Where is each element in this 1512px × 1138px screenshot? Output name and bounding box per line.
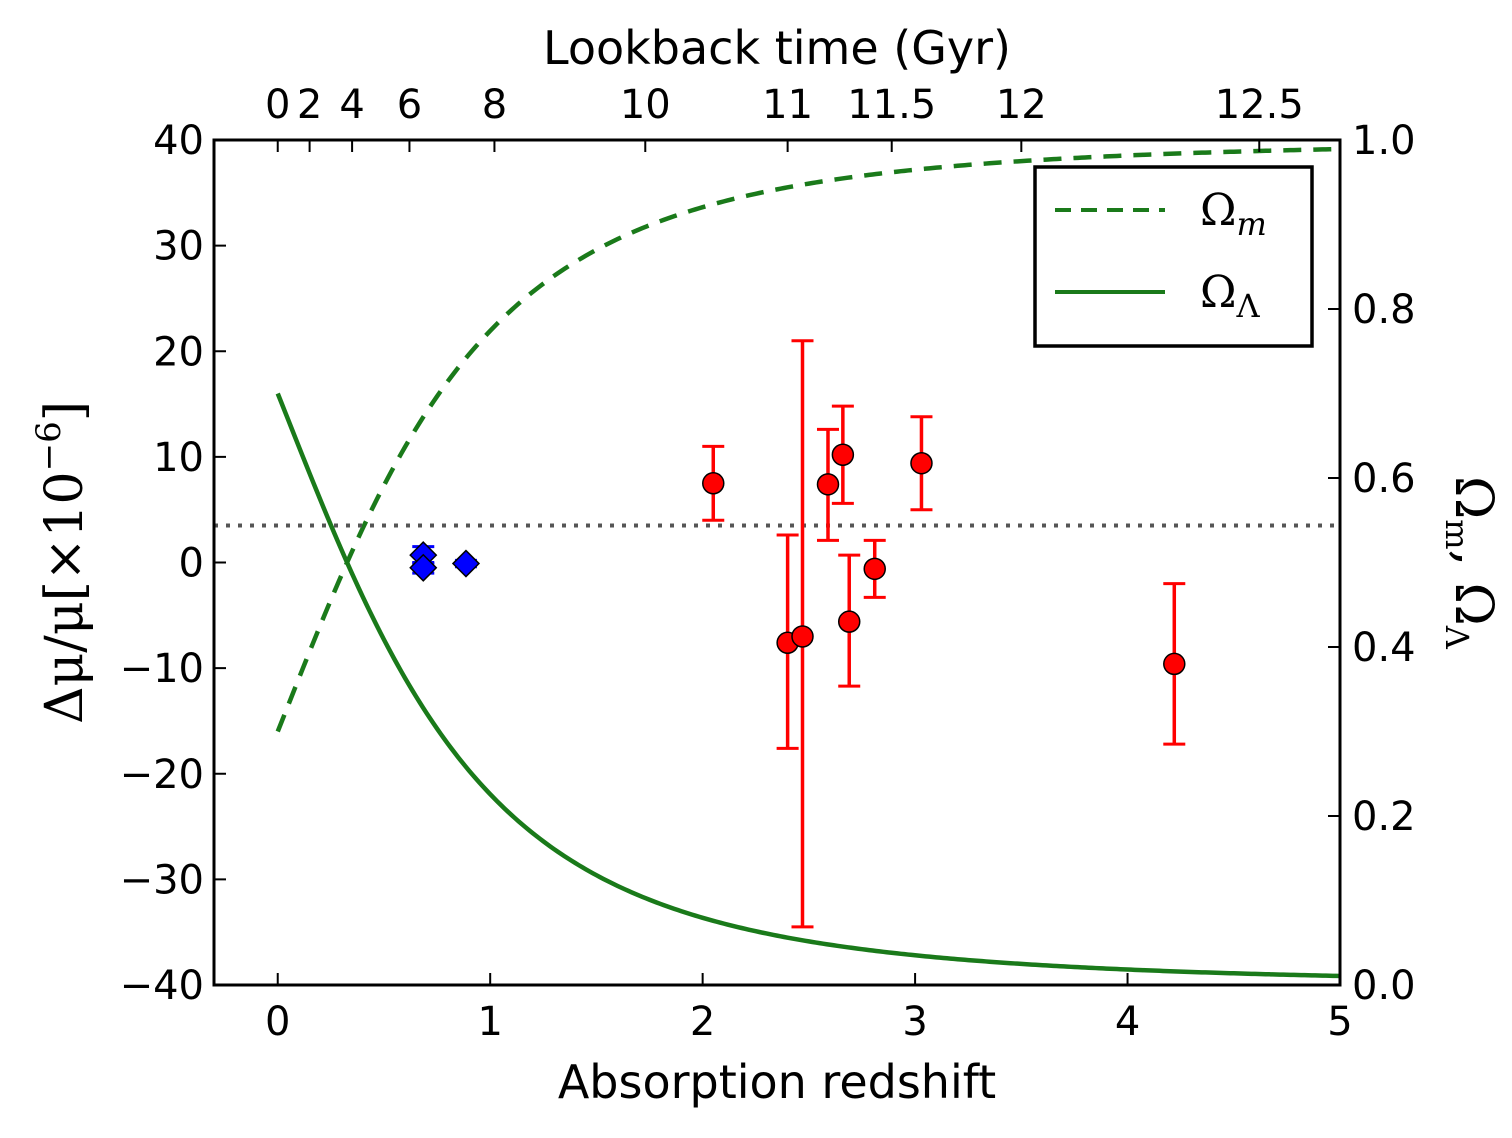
svg-text:Ωm, ΩΛ: Ωm, ΩΛ (1438, 476, 1503, 650)
data-point-circle (702, 472, 725, 495)
top-tick-label: 12 (996, 82, 1047, 128)
data-point-circle (910, 451, 933, 475)
ticks-layer: 0 1 2 3 4 5−40−30−20−100102030400.00.20.40.60… (120, 82, 1416, 1045)
top-tick-label: 6 (397, 82, 422, 128)
legend-box (1033, 165, 1314, 348)
y-tick-label: 10 (153, 435, 204, 481)
data-point-circle (1163, 652, 1186, 676)
y-tick-label: 0 (179, 541, 204, 587)
top-tick-label: 10 (620, 82, 671, 128)
points-layer (409, 339, 1186, 929)
top-axis-title: Lookback time (Gyr) (543, 21, 1011, 75)
legend-label-omega-l: ΩΛ (1200, 267, 1260, 325)
top-tick-label: 11.5 (847, 82, 936, 128)
data-point-circle (791, 625, 814, 648)
y-axis-title-main: Δμ/μ[×10 (35, 471, 95, 724)
curves-layer (275, 146, 1340, 979)
legend-label-omega-m: Ωm (1200, 185, 1267, 243)
top-tick-label: 0 (265, 82, 290, 128)
right-axis-title: Ωm, ΩΛ (1438, 476, 1503, 650)
y-tick-label: 40 (153, 118, 204, 164)
y2-tick-label: 0.2 (1352, 794, 1416, 840)
right-axis-title-omega-l: , Ω (1443, 550, 1503, 626)
data-point-circle (837, 610, 861, 633)
y-axis-title-exponent: −6 (29, 421, 69, 471)
y2-tick-label: 0.4 (1352, 625, 1416, 671)
curve-omega-m (275, 146, 1340, 733)
y2-tick-label: 0.8 (1352, 287, 1416, 333)
x-tick-label: 5 (1327, 999, 1352, 1045)
y2-tick-label: 1.0 (1352, 118, 1416, 164)
x-tick-label: 1 (477, 999, 502, 1045)
y-tick-label: 20 (153, 329, 204, 375)
top-tick-label: 2 (297, 82, 322, 128)
data-point-circle (831, 443, 855, 467)
right-axis-title-sub-l: Λ (1438, 625, 1476, 650)
top-tick-label: 4 (339, 82, 364, 128)
data-point-circle (816, 473, 840, 496)
data-point-circle (863, 557, 886, 581)
top-tick-label: 8 (482, 82, 507, 128)
y-axis-title: Δμ/μ[×10−6] (29, 401, 95, 724)
y-tick-label: −10 (120, 646, 204, 692)
x-tick-label: 0 (265, 999, 290, 1045)
y-axis-title-close: ] (35, 401, 95, 421)
right-axis-title-omega-m: Ω (1443, 476, 1503, 519)
y-tick-label: −40 (120, 963, 204, 1009)
y-tick-label: −30 (120, 857, 204, 903)
top-tick-label: 12.5 (1215, 82, 1304, 128)
svg-text:Δμ/μ[×10−6]: Δμ/μ[×10−6] (29, 401, 95, 724)
y-tick-label: 30 (153, 224, 204, 270)
y2-tick-label: 0.0 (1352, 963, 1416, 1009)
curve-omega-lambda (275, 392, 1340, 979)
y2-tick-label: 0.6 (1352, 456, 1416, 502)
data-point-diamond (409, 553, 438, 582)
x-tick-label: 4 (1115, 999, 1140, 1045)
data-point-diamond (451, 549, 481, 578)
legend: Ωm ΩΛ (1033, 165, 1314, 348)
right-axis-title-sub-m: m (1438, 519, 1476, 549)
y-tick-label: −20 (120, 752, 204, 798)
top-tick-label: 11 (762, 82, 813, 128)
x-tick-label: 3 (902, 999, 927, 1045)
x-tick-label: 2 (690, 999, 715, 1045)
x-axis-title: Absorption redshift (558, 1055, 996, 1109)
